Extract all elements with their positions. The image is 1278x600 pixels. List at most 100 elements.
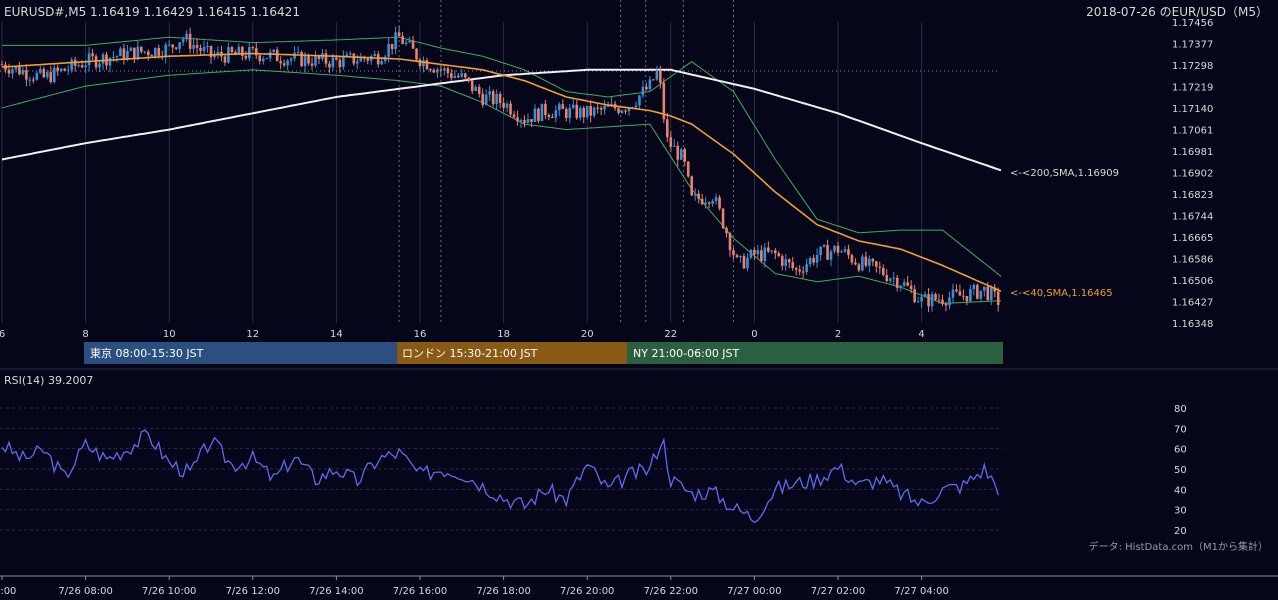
candle	[693, 188, 697, 201]
candle	[669, 131, 673, 152]
candle	[192, 38, 195, 54]
candle	[767, 241, 770, 253]
price-tick-label: 1.16902	[1172, 169, 1213, 180]
candle	[592, 106, 596, 118]
rsi-tick-label: 60	[1174, 445, 1187, 456]
candle	[596, 103, 599, 114]
candle	[620, 109, 624, 114]
time-tick-label: 7/26 14:00	[309, 586, 363, 597]
candle	[909, 280, 913, 294]
candle	[672, 139, 676, 147]
rsi-label: RSI(14) 39.2007	[4, 374, 93, 387]
candle	[56, 64, 60, 77]
candle	[77, 62, 80, 68]
candle	[481, 88, 484, 108]
candle	[561, 99, 565, 110]
chart-title: 2018-07-26 のEUR/USD（M5）	[1086, 5, 1268, 19]
candle	[895, 275, 899, 292]
candle	[397, 26, 401, 37]
candle	[352, 53, 356, 66]
price-tick-label: 1.17140	[1172, 104, 1213, 115]
candle	[721, 207, 725, 230]
bollinger-upper-band	[2, 36, 1002, 277]
candle	[460, 68, 464, 79]
candle	[63, 68, 66, 71]
candle	[697, 190, 700, 204]
candle	[505, 101, 509, 113]
candle	[488, 85, 491, 101]
candle	[223, 53, 227, 66]
price-tick-label: 1.16506	[1172, 276, 1213, 287]
candle	[258, 54, 262, 65]
candle	[881, 264, 885, 277]
candle	[171, 44, 174, 54]
candle	[777, 251, 781, 258]
candle	[533, 104, 537, 123]
candle	[617, 105, 620, 115]
candle	[519, 118, 523, 128]
candle	[446, 66, 450, 79]
session-ny	[627, 342, 1003, 364]
candle	[686, 160, 690, 178]
candle	[70, 57, 73, 73]
candle	[791, 256, 795, 271]
candle	[178, 42, 181, 53]
candle	[565, 106, 568, 122]
candle	[638, 94, 641, 110]
candle	[526, 113, 530, 124]
candle	[52, 64, 56, 84]
price-panel: 1.17456 1.17377 1.17298 1.17219 1.17140 1.170…	[0, 0, 1268, 340]
candle	[206, 41, 209, 53]
candle	[728, 231, 732, 257]
candle	[840, 249, 843, 253]
candle	[718, 194, 721, 211]
candle	[0, 60, 4, 66]
candle	[422, 56, 425, 73]
candle	[289, 57, 293, 65]
price-tick-label: 1.17377	[1172, 39, 1213, 50]
candle	[784, 254, 788, 271]
candle	[467, 76, 471, 83]
candle	[920, 293, 923, 308]
candle	[230, 45, 234, 54]
candle	[801, 266, 805, 279]
candle	[739, 255, 742, 263]
session-boundary-lines	[398, 0, 734, 323]
price-tick-label: 1.17456	[1172, 18, 1213, 29]
candle	[244, 50, 248, 61]
candle	[753, 247, 756, 260]
candle	[42, 66, 46, 79]
candle	[571, 98, 575, 110]
candle	[714, 193, 718, 205]
hour-tick-label: 20	[581, 329, 594, 340]
candle	[376, 50, 380, 68]
candle	[115, 55, 119, 63]
hour-tick-label: 0	[751, 329, 757, 340]
candle	[59, 67, 63, 73]
candle	[892, 271, 896, 286]
candle	[861, 253, 864, 272]
candle	[188, 27, 192, 54]
candle	[847, 244, 850, 259]
candle	[394, 26, 397, 55]
candle	[812, 254, 815, 266]
candle	[645, 82, 648, 91]
candle	[164, 42, 168, 64]
candle	[815, 248, 819, 268]
candle	[969, 284, 972, 303]
candle	[805, 258, 808, 275]
time-tick-label: 7/26 16:00	[393, 586, 447, 597]
candle	[913, 284, 916, 304]
candle	[324, 49, 328, 68]
candle	[568, 103, 572, 124]
hour-tick-label: 14	[330, 329, 343, 340]
candle	[11, 67, 14, 79]
candle	[411, 35, 415, 49]
hour-tick-label: 18	[497, 329, 510, 340]
candle	[174, 46, 178, 51]
candle	[251, 45, 255, 51]
candle	[296, 46, 300, 56]
hour-axis-ticks: 6 8 10 12 14 16 18 20 22 0 2 4	[0, 329, 925, 340]
candle	[390, 43, 394, 55]
candle	[286, 58, 289, 71]
